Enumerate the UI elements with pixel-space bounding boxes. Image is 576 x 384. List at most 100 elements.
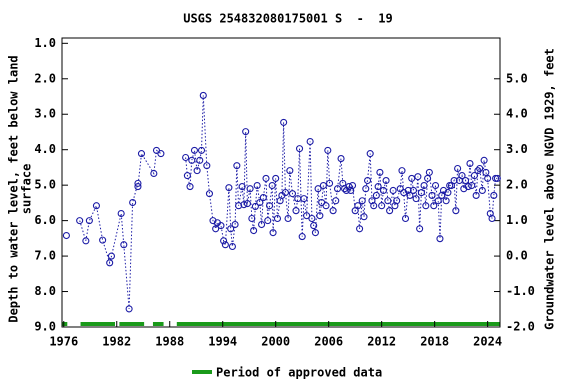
data-point <box>85 217 93 225</box>
data-point <box>472 191 480 199</box>
data-point <box>378 202 386 210</box>
data-point <box>295 145 304 153</box>
data-point <box>450 176 458 185</box>
data-point <box>490 191 498 199</box>
data-point <box>476 164 484 173</box>
data-point <box>106 259 114 267</box>
data-point <box>389 186 397 195</box>
y-tick-label: 9.0 <box>34 320 56 334</box>
data-point <box>205 190 214 198</box>
y2-tick-label: 4.0 <box>506 107 528 121</box>
data-point <box>251 202 259 210</box>
data-point <box>306 137 314 146</box>
data-point <box>488 214 496 223</box>
data-point <box>484 174 492 182</box>
plot-frame <box>61 37 501 328</box>
data-point <box>354 202 362 210</box>
data-point <box>326 179 334 187</box>
data-point <box>460 185 468 193</box>
data-point <box>412 195 420 203</box>
data-point <box>396 185 404 193</box>
data-point <box>157 150 165 158</box>
data-point <box>292 207 300 215</box>
data-point <box>107 252 116 260</box>
data-point <box>431 181 440 190</box>
data-point <box>376 168 384 176</box>
data-point <box>430 202 438 210</box>
data-point <box>227 225 235 233</box>
x-tick-label: 1988 <box>155 335 184 349</box>
data-point <box>345 183 353 191</box>
data-point <box>92 202 100 210</box>
data-point <box>414 173 422 181</box>
data-point <box>99 236 107 244</box>
data-point <box>268 181 276 190</box>
data-point <box>117 209 125 218</box>
data-point <box>468 181 476 190</box>
data-point <box>408 174 416 182</box>
y-tick-label: 2.0 <box>34 71 56 85</box>
approved-period <box>152 322 164 326</box>
data-point <box>183 172 191 180</box>
data-point <box>228 242 236 251</box>
data-point <box>333 185 342 193</box>
approved-period <box>62 322 68 326</box>
data-point <box>348 181 357 190</box>
approved-period <box>119 322 145 326</box>
data-point <box>370 202 378 210</box>
data-point <box>400 189 408 197</box>
data-point <box>416 225 424 233</box>
data-point <box>193 167 201 175</box>
data-point <box>231 220 239 229</box>
data-point <box>398 167 406 175</box>
data-point <box>470 172 478 180</box>
data-point <box>209 217 217 225</box>
data-point <box>324 146 332 154</box>
data-point <box>458 172 466 180</box>
data-point <box>264 217 272 225</box>
data-point <box>308 214 316 223</box>
legend-label: Period of approved data <box>216 366 382 380</box>
approved-period <box>80 322 115 326</box>
data-point <box>217 222 225 230</box>
data-point <box>360 213 368 221</box>
data-point <box>129 198 137 207</box>
data-point <box>256 198 264 207</box>
data-point <box>280 118 288 126</box>
data-point <box>425 168 433 176</box>
data-point <box>358 197 366 205</box>
data-point <box>186 183 194 191</box>
data-point <box>273 214 282 223</box>
y-axis-label: surface <box>20 164 34 215</box>
data-point <box>62 231 70 240</box>
y2-tick-label: -1.0 <box>506 284 535 298</box>
data-point <box>466 159 474 168</box>
x-tick-label: 1982 <box>102 335 131 349</box>
data-point <box>300 195 308 203</box>
y2-axis-label: Groundwater level above NGVD 1929, feet <box>543 48 557 330</box>
data-point <box>409 186 418 195</box>
data-point <box>82 237 90 245</box>
data-point <box>225 184 233 192</box>
data-point <box>190 146 199 154</box>
y2-tick-label: 3.0 <box>506 142 528 156</box>
data-point <box>384 197 392 205</box>
data-point <box>434 197 442 205</box>
data-point <box>284 214 292 223</box>
y-tick-label: 7.0 <box>34 249 56 263</box>
data-point <box>310 222 318 230</box>
data-point <box>372 191 380 199</box>
x-tick-label: 2006 <box>314 335 343 349</box>
data-point <box>269 229 277 237</box>
data-point <box>197 146 206 154</box>
y-tick-label: 3.0 <box>34 107 56 121</box>
data-point <box>474 167 482 175</box>
data-point <box>337 155 345 163</box>
data-point <box>480 156 488 164</box>
data-point <box>134 183 142 191</box>
data-point <box>442 197 450 205</box>
data-point <box>420 181 428 190</box>
y2-tick-label: 0.0 <box>506 249 528 263</box>
data-point <box>150 169 158 178</box>
